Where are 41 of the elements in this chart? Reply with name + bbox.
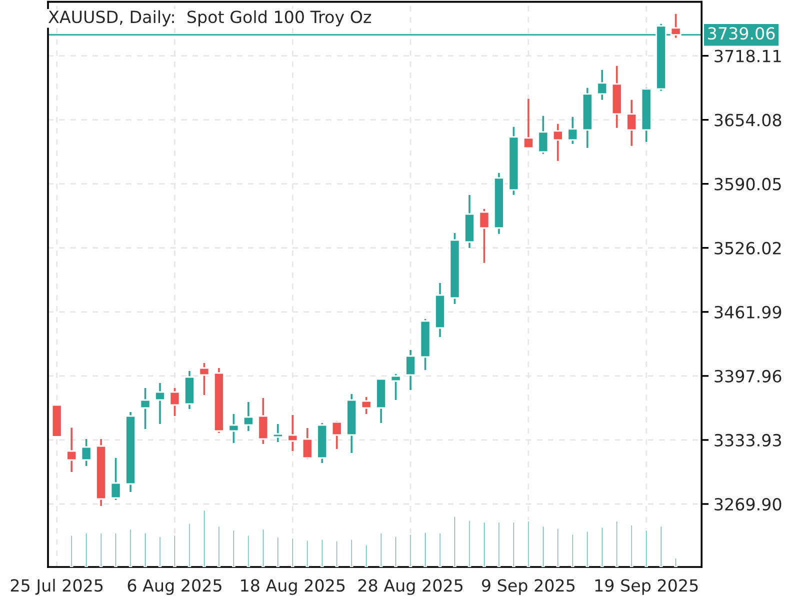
y-tick-label: 3269.90 — [714, 498, 782, 511]
y-tick-label: 3461.99 — [714, 306, 782, 318]
candlestick — [110, 457, 122, 501]
y-tick-label: 3397.96 — [714, 370, 782, 383]
x-tick-label: 6 Aug 2025 — [128, 579, 222, 595]
candlestick — [228, 413, 240, 444]
y-tick-label: 3526.02 — [714, 242, 781, 254]
candlestick — [287, 414, 298, 452]
y-tick-label: 3718.11 — [714, 50, 781, 62]
y-tick-label: 3654.08 — [714, 114, 782, 126]
x-tick-label: 18 Aug 2025 — [241, 579, 345, 595]
candlestick — [478, 208, 490, 264]
candlestick — [405, 349, 416, 391]
candlestick — [552, 122, 564, 162]
chart-title: XAUUSD, Daily: Spot Gold 100 Troy Oz — [48, 10, 372, 26]
candlestick — [670, 12, 682, 39]
candlestick — [66, 426, 78, 473]
x-tick-label: 25 Jul 2025 — [10, 578, 103, 595]
ref-line-label: 3739.06 — [708, 27, 775, 40]
candlestick — [140, 387, 151, 430]
y-tick-label: 3590.05 — [714, 178, 781, 190]
candlestick — [169, 387, 180, 417]
x-tick-label: 28 Aug 2025 — [358, 579, 462, 595]
candlestick — [360, 396, 372, 415]
y-tick-label: 3333.93 — [714, 434, 781, 447]
candlestick — [596, 68, 608, 101]
x-tick-label: 9 Sep 2025 — [482, 579, 574, 595]
candlestick — [626, 98, 638, 147]
candlestick — [154, 382, 166, 425]
candlestick — [538, 114, 549, 155]
candlestick — [272, 423, 284, 443]
candlestick — [242, 401, 254, 432]
candlestick — [302, 427, 313, 460]
candlestick — [198, 362, 210, 396]
candlestick — [390, 373, 402, 401]
candlestick — [258, 397, 269, 445]
x-tick-label: 19 Sep 2025 — [595, 579, 698, 595]
candlestick — [567, 116, 578, 145]
candlestick — [331, 420, 342, 450]
candlestick — [522, 98, 534, 149]
candlestick — [80, 438, 92, 467]
